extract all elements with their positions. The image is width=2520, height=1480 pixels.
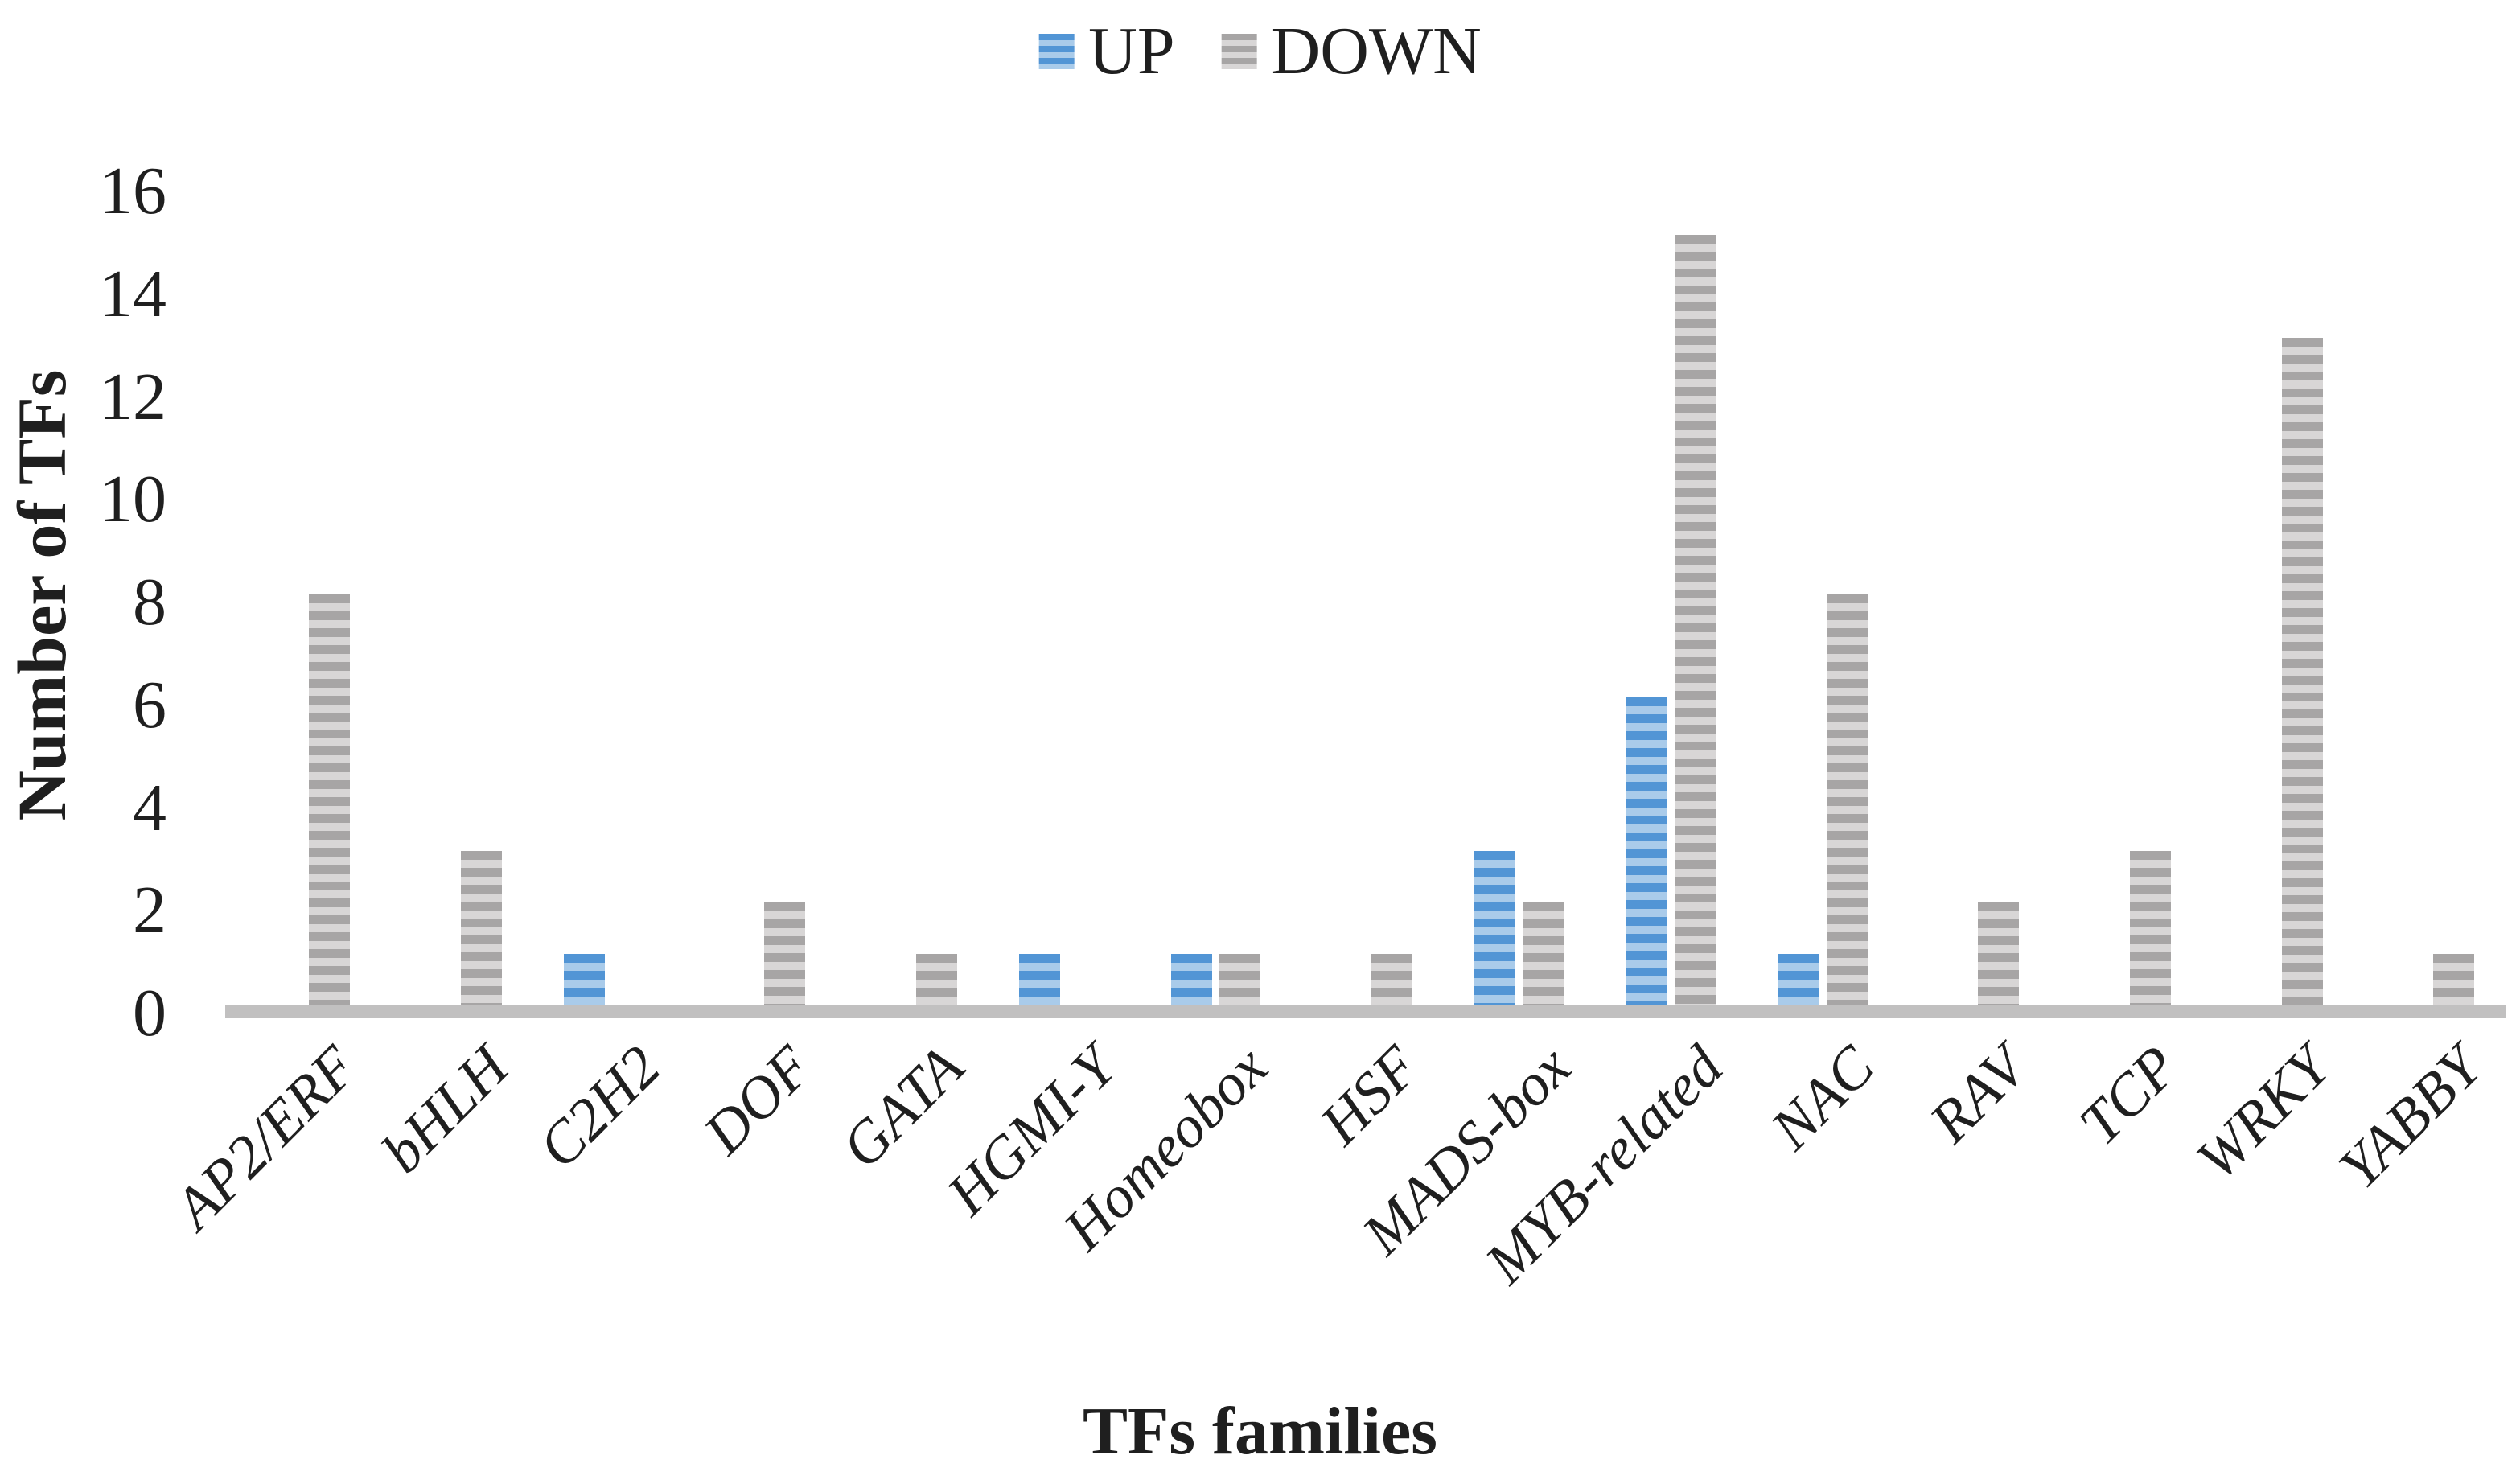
bar-up-MYB-related bbox=[1626, 697, 1667, 1005]
y-tick-label-0: 0 bbox=[133, 976, 166, 1050]
legend-swatch-up-icon bbox=[1038, 34, 1075, 69]
category-cell-TCP bbox=[2050, 183, 2202, 1005]
x-axis-line bbox=[225, 1005, 2506, 1018]
y-tick-label-16: 16 bbox=[99, 154, 166, 228]
bar-down-bHLH bbox=[460, 851, 502, 1005]
category-cell-DOF bbox=[684, 183, 837, 1005]
y-tick-label-6: 6 bbox=[133, 667, 166, 742]
bar-up-NAC bbox=[1778, 954, 1819, 1005]
legend-item-down: DOWN bbox=[1221, 14, 1482, 88]
x-label-cell-YABBY: YABBY bbox=[2326, 1020, 2506, 1358]
bar-up-C2H2 bbox=[564, 954, 606, 1005]
x-label-cell-NAC: NAC bbox=[1747, 1020, 1899, 1358]
bar-down-AP2/ERF bbox=[308, 594, 350, 1005]
bar-down-RAV bbox=[1978, 902, 2020, 1005]
x-label-WRKY: WRKY bbox=[2183, 1034, 2343, 1193]
bar-up-Homeobox bbox=[1170, 954, 1212, 1005]
bar-down-MYB-related bbox=[1674, 235, 1716, 1005]
legend-swatch-down-icon bbox=[1221, 34, 1257, 69]
x-label-cell-C2H2: C2H2 bbox=[526, 1020, 684, 1358]
x-label-cell-bHLH: bHLH bbox=[369, 1020, 533, 1358]
x-label-RAV: RAV bbox=[1917, 1034, 2039, 1156]
category-cell-Homeobox bbox=[1140, 183, 1292, 1005]
bar-down-MADS-box bbox=[1523, 902, 1564, 1005]
category-cell-GATA bbox=[837, 183, 989, 1005]
x-label-NAC: NAC bbox=[1758, 1034, 1888, 1162]
x-label-TCP: TCP bbox=[2066, 1034, 2191, 1158]
y-tick-label-2: 2 bbox=[133, 873, 166, 948]
bar-down-YABBY bbox=[2433, 954, 2475, 1005]
x-label-cell-Homeobox: Homeobox bbox=[1051, 1020, 1292, 1358]
bar-down-HSF bbox=[1371, 954, 1412, 1005]
category-cell-bHLH bbox=[381, 183, 533, 1005]
y-tick-label-14: 14 bbox=[99, 256, 166, 331]
y-axis-tick-labels: 0 2 4 6 8 10 12 14 16 bbox=[0, 0, 166, 1480]
x-label-C2H2: C2H2 bbox=[525, 1034, 673, 1182]
category-cell-MADS-box bbox=[1443, 183, 1595, 1005]
category-cell-AP2/ERF bbox=[229, 183, 381, 1005]
category-cell-NAC bbox=[1747, 183, 1899, 1005]
x-axis-title: TFs families bbox=[1083, 1394, 1437, 1469]
y-tick-label-10: 10 bbox=[99, 462, 166, 537]
category-cell-WRKY bbox=[2202, 183, 2354, 1005]
x-label-bHLH: bHLH bbox=[369, 1034, 522, 1186]
x-label-AP2/ERF: AP2/ERF bbox=[161, 1034, 370, 1242]
x-label-cell-AP2/ERF: AP2/ERF bbox=[162, 1020, 381, 1358]
x-label-HSF: HSF bbox=[1308, 1034, 1433, 1158]
x-label-DOF: DOF bbox=[691, 1034, 825, 1167]
category-cell-MYB-related bbox=[1595, 183, 1747, 1005]
legend-label-up: UP bbox=[1088, 14, 1175, 88]
bar-down-GATA bbox=[915, 954, 957, 1005]
category-cell-YABBY bbox=[2354, 183, 2506, 1005]
bar-down-TCP bbox=[2129, 851, 2171, 1005]
bar-down-WRKY bbox=[2281, 338, 2323, 1005]
bar-up-MADS-box bbox=[1474, 851, 1516, 1005]
x-label-cell-WRKY: WRKY bbox=[2184, 1020, 2354, 1358]
y-tick-label-4: 4 bbox=[133, 770, 166, 845]
legend-label-down: DOWN bbox=[1271, 14, 1482, 88]
category-cell-RAV bbox=[1898, 183, 2050, 1005]
legend: UP DOWN bbox=[1038, 18, 1482, 85]
x-label-GATA: GATA bbox=[829, 1034, 977, 1182]
x-label-cell-RAV: RAV bbox=[1898, 1020, 2050, 1358]
bar-up-HGMI-Y bbox=[1019, 954, 1061, 1005]
x-label-cell-TCP: TCP bbox=[2050, 1020, 2202, 1358]
bar-down-DOF bbox=[763, 902, 805, 1005]
category-cell-C2H2 bbox=[532, 183, 684, 1005]
x-label-cell-DOF: DOF bbox=[684, 1020, 837, 1358]
x-label-cell-MYB-related: MYB-related bbox=[1473, 1020, 1747, 1358]
x-label-YABBY: YABBY bbox=[2326, 1034, 2494, 1202]
legend-item-up: UP bbox=[1038, 14, 1175, 88]
plot-area bbox=[229, 183, 2506, 1005]
y-tick-label-12: 12 bbox=[99, 359, 166, 434]
x-axis-category-labels: AP2/ERF bHLH C2H2 DOF GATA HGMI-Y Homeobox HSF M… bbox=[162, 1020, 2506, 1358]
category-cell-HSF bbox=[1292, 183, 1444, 1005]
y-tick-label-8: 8 bbox=[133, 565, 166, 639]
bar-down-Homeobox bbox=[1219, 954, 1260, 1005]
bar-down-NAC bbox=[1826, 594, 1868, 1005]
category-cell-HGMI-Y bbox=[988, 183, 1140, 1005]
